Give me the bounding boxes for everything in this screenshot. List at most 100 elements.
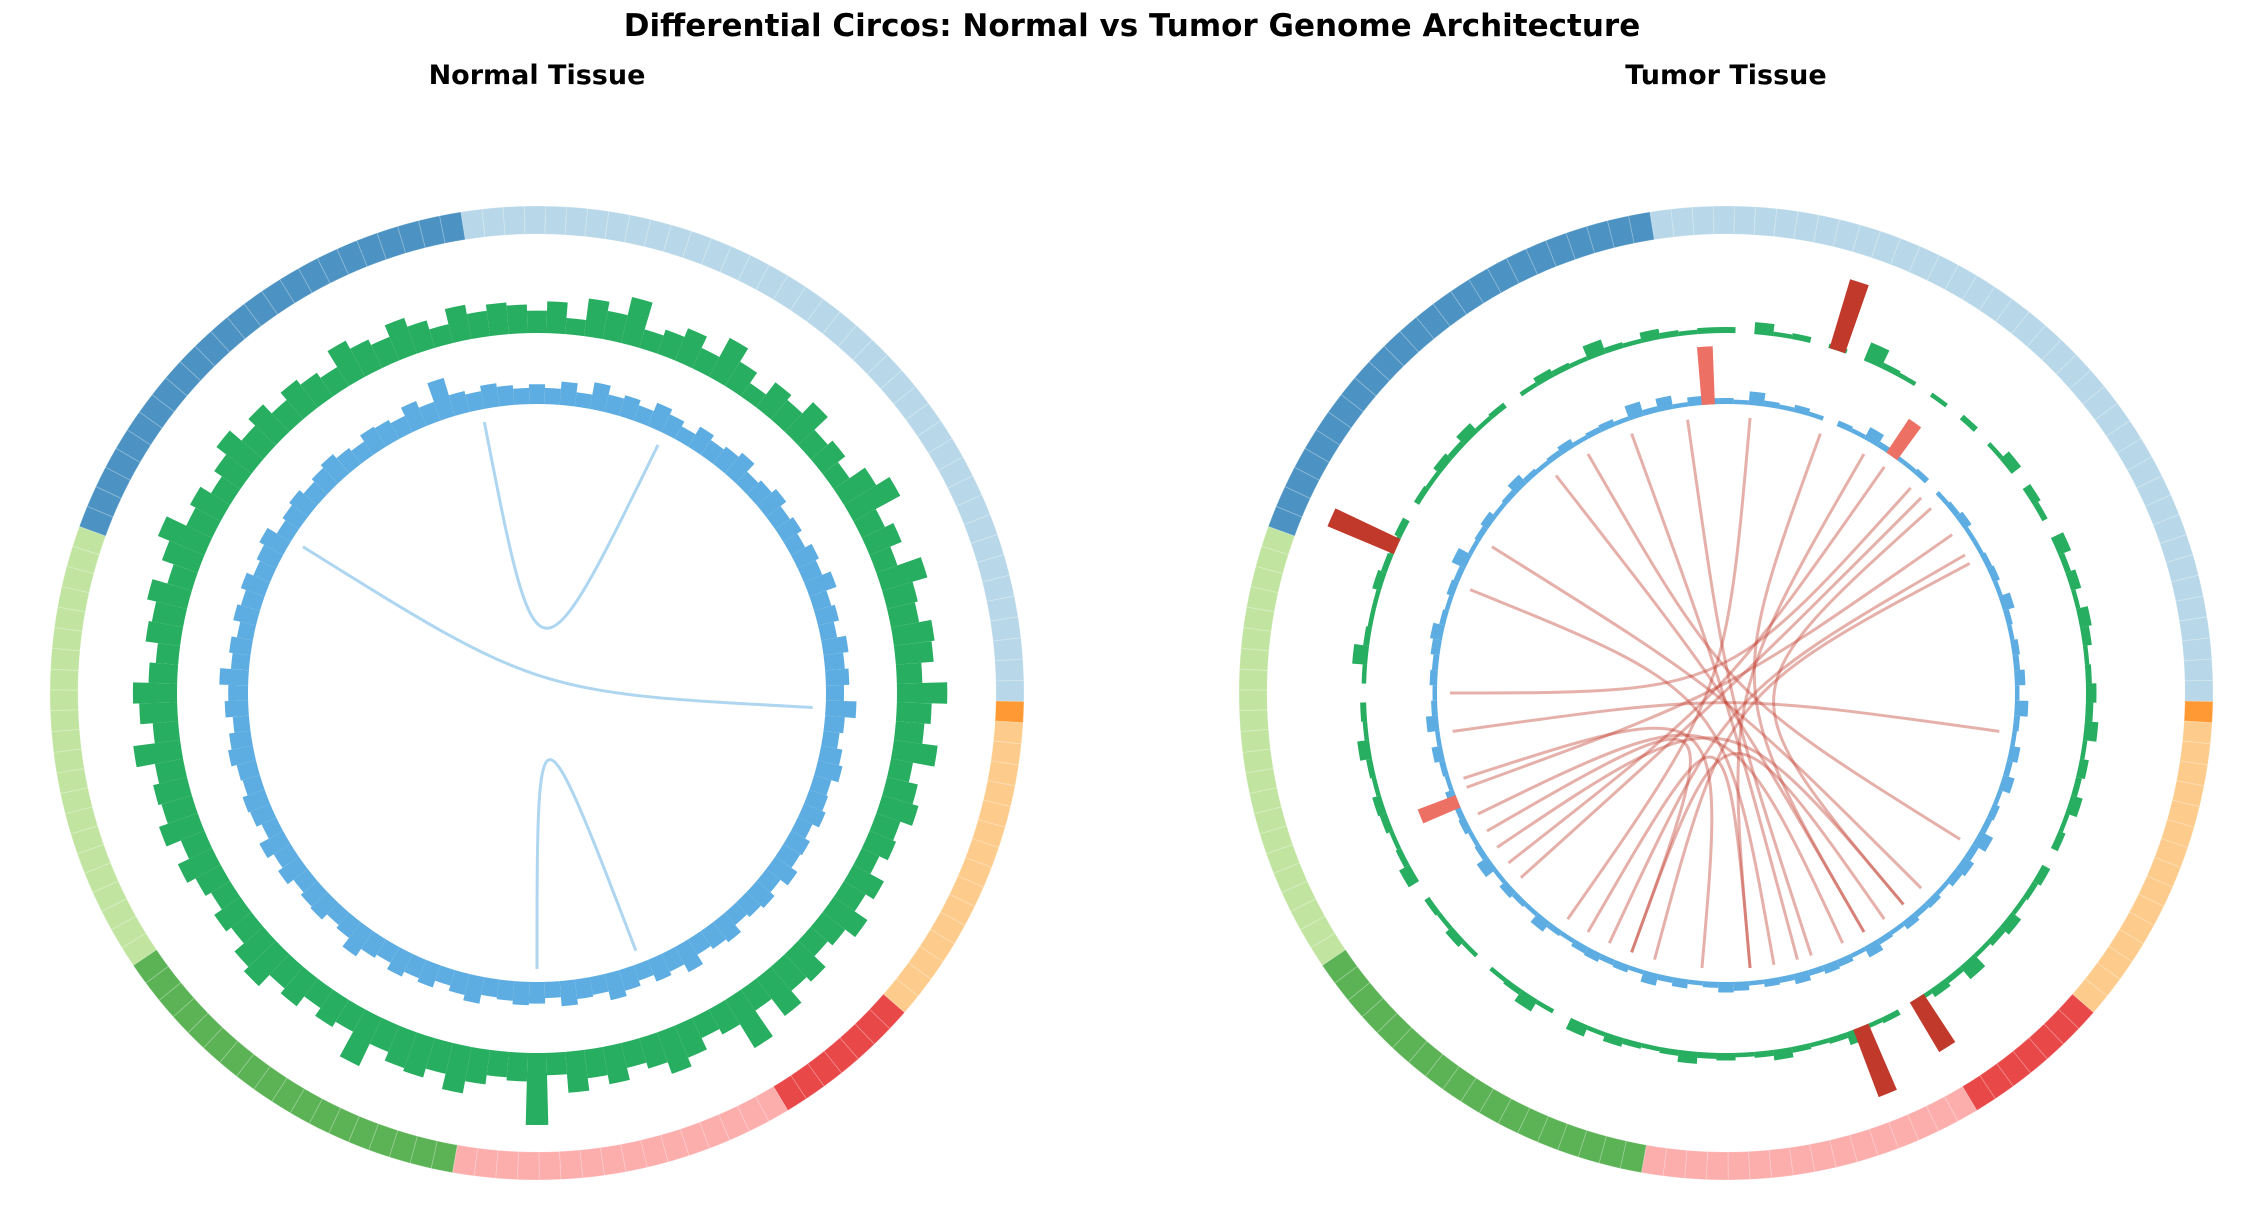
inner-track-bar bbox=[809, 590, 832, 611]
outer-track-bar bbox=[384, 317, 417, 361]
inner-track-bar bbox=[1718, 397, 1734, 405]
segment-block bbox=[1978, 286, 2013, 323]
segment-block bbox=[1368, 345, 1405, 382]
inner-track-bar bbox=[756, 488, 787, 518]
outer-track-bar bbox=[177, 847, 221, 883]
segment-block bbox=[1267, 505, 1303, 537]
link-chord bbox=[1630, 433, 1799, 960]
segment-block bbox=[1246, 585, 1279, 613]
inner-track-bar bbox=[1572, 435, 1589, 447]
inner-track-bar bbox=[448, 970, 470, 996]
inner-track-bar bbox=[735, 891, 761, 917]
outer-track-bar bbox=[602, 1043, 630, 1085]
outer-track-bar bbox=[216, 430, 264, 474]
outer-track-bar bbox=[180, 830, 213, 859]
outer-track-bar bbox=[882, 777, 918, 805]
outer-track-bar bbox=[186, 507, 221, 539]
segment-block bbox=[2105, 420, 2142, 454]
segment-block bbox=[907, 945, 944, 980]
segment-block bbox=[1662, 1147, 1688, 1179]
outer-track-bar bbox=[269, 954, 304, 989]
outer-track-bar bbox=[1973, 940, 1991, 958]
outer-track-bar bbox=[1735, 1051, 1755, 1058]
outer-track-bar bbox=[1394, 517, 1410, 539]
inner-track-bar bbox=[1672, 402, 1689, 409]
link-chord bbox=[1491, 545, 1923, 890]
inner-track-bar bbox=[633, 960, 654, 981]
inner-track-bar bbox=[700, 439, 724, 464]
outer-track-bar bbox=[843, 864, 884, 900]
inner-track-bar bbox=[1822, 960, 1841, 974]
inner-track-bar bbox=[783, 830, 810, 856]
outer-track-bar bbox=[506, 304, 528, 335]
inner-track-bar bbox=[259, 830, 291, 859]
outer-track-bar bbox=[621, 297, 653, 348]
outer-track-bar bbox=[822, 462, 850, 490]
outer-track-bar bbox=[890, 619, 935, 647]
outer-track-bar bbox=[1371, 589, 1381, 609]
segment-block bbox=[253, 1065, 288, 1102]
inner-track-bar bbox=[1972, 830, 1994, 852]
inner-track-bar bbox=[1598, 953, 1616, 966]
segment-block bbox=[1261, 525, 1296, 556]
segment-block bbox=[1468, 267, 1502, 304]
link-chord bbox=[1477, 733, 1844, 944]
inner-track-bar bbox=[224, 700, 249, 718]
outer-track-bar bbox=[1445, 926, 1465, 948]
inner-track-bar bbox=[1642, 406, 1659, 416]
inner-track-bar bbox=[1571, 939, 1589, 954]
outer-track-bar bbox=[1639, 328, 1661, 343]
segment-block bbox=[1240, 728, 1271, 753]
outer-track-bar bbox=[1659, 330, 1680, 340]
outer-track-bar bbox=[444, 304, 472, 343]
outer-track-bar bbox=[161, 540, 205, 573]
segment-block bbox=[854, 1008, 891, 1045]
outer-track-bar bbox=[1999, 912, 2022, 935]
inner-track-bar bbox=[746, 480, 772, 506]
segment-block bbox=[806, 298, 841, 335]
segment-block bbox=[2138, 875, 2174, 908]
inner-track-bar bbox=[1793, 970, 1812, 985]
segment-block bbox=[1768, 1147, 1794, 1179]
segment-block bbox=[76, 843, 112, 874]
segment-block bbox=[700, 237, 732, 273]
inner-track-bar bbox=[1429, 669, 1438, 686]
segment-block bbox=[1871, 230, 1902, 266]
outer-track-bar bbox=[1372, 569, 1387, 591]
segment-block bbox=[1273, 862, 1308, 894]
segment-block bbox=[1340, 377, 1377, 413]
outer-track-bar bbox=[2050, 830, 2066, 852]
segment-block bbox=[1979, 1063, 2014, 1100]
inner-track-bar bbox=[236, 621, 256, 641]
outer-track-bar bbox=[798, 926, 828, 957]
segment-block bbox=[2182, 720, 2213, 745]
chromosome-segment bbox=[78, 211, 466, 537]
outer-track-bar bbox=[327, 340, 366, 387]
inner-track-bar bbox=[1935, 490, 1950, 506]
outer-track-bar bbox=[2076, 606, 2092, 628]
inner-track-bar bbox=[2007, 624, 2015, 641]
inner-track-bar bbox=[448, 390, 470, 416]
outer-track-bar bbox=[1371, 777, 1381, 797]
inner-track-bar bbox=[2014, 700, 2029, 717]
segment-block bbox=[2026, 324, 2062, 361]
segment-block bbox=[604, 210, 631, 243]
segment-block bbox=[121, 932, 158, 966]
segment-block bbox=[1628, 211, 1655, 244]
segment-block bbox=[1293, 447, 1330, 481]
segment-block bbox=[620, 1139, 648, 1173]
outer-track-bar bbox=[210, 476, 241, 505]
outer-track-bar bbox=[2022, 483, 2041, 505]
outer-track-bar bbox=[145, 621, 184, 647]
inner-track-bar bbox=[1612, 960, 1630, 973]
outer-track-bar bbox=[1363, 626, 1373, 647]
chromosome-segment bbox=[1267, 211, 1655, 537]
outer-track-bar bbox=[1791, 333, 1812, 343]
segment-block bbox=[1415, 303, 1451, 340]
inner-track-bar bbox=[674, 939, 704, 973]
inner-track-bar bbox=[1763, 400, 1780, 409]
segment-block bbox=[893, 385, 930, 421]
segment-block bbox=[963, 513, 998, 545]
segment-block bbox=[822, 311, 858, 348]
inner-track-bar bbox=[2003, 760, 2013, 777]
